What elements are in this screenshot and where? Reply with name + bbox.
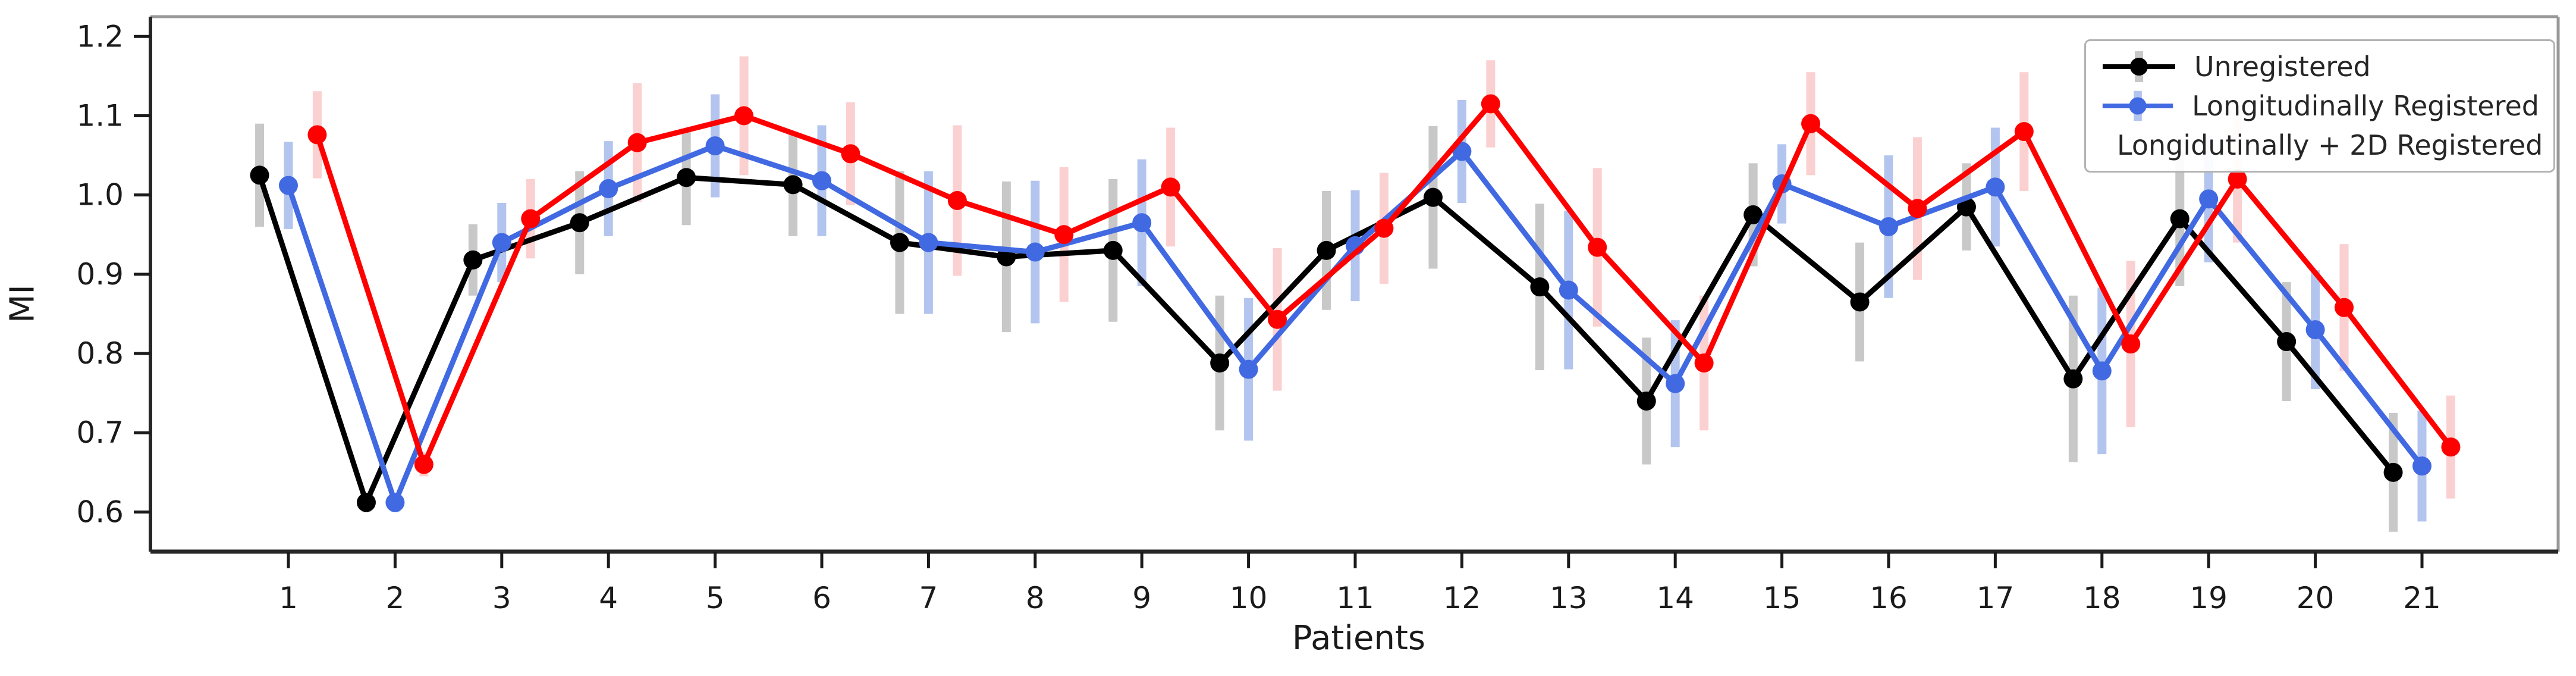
data-point xyxy=(1879,217,1898,236)
data-point xyxy=(570,213,589,233)
unregistered-line-marker-icon xyxy=(2103,51,2175,82)
y-tick-label: 1.2 xyxy=(76,19,124,54)
data-point xyxy=(919,233,938,252)
data-point xyxy=(947,190,967,210)
data-point xyxy=(2441,437,2461,457)
x-tick-label: 6 xyxy=(812,581,831,615)
legend-label: Longitudinally Registered xyxy=(2192,90,2539,122)
x-tick-label: 14 xyxy=(1656,581,1694,615)
data-point xyxy=(890,233,909,252)
x-tick-label: 17 xyxy=(1977,581,2015,615)
data-point xyxy=(1986,177,2005,197)
x-tick-label: 7 xyxy=(919,581,938,615)
data-point xyxy=(414,455,433,474)
data-point xyxy=(2228,170,2247,189)
data-point xyxy=(627,133,647,152)
x-tick-label: 5 xyxy=(706,581,725,615)
x-tick-label: 10 xyxy=(1230,581,1268,615)
longitudinally-registered-line-marker-icon xyxy=(2102,90,2173,121)
data-point xyxy=(1801,114,1821,133)
data-point xyxy=(1025,242,1045,262)
x-tick-label: 1 xyxy=(279,581,298,615)
y-tick-label: 0.9 xyxy=(76,257,124,292)
data-point xyxy=(812,171,831,190)
data-point xyxy=(1210,353,1230,373)
data-point xyxy=(1481,94,1500,114)
x-tick-label: 20 xyxy=(2297,581,2335,615)
data-point xyxy=(1132,213,1152,233)
y-axis-label: MI xyxy=(3,284,42,323)
data-point xyxy=(1743,205,1763,224)
data-point xyxy=(279,176,298,195)
data-point xyxy=(2063,369,2083,389)
data-point xyxy=(385,493,405,512)
data-point xyxy=(1636,391,1656,411)
data-point xyxy=(2170,209,2189,229)
data-point xyxy=(1317,240,1336,260)
data-point xyxy=(307,125,327,145)
data-point xyxy=(677,168,696,187)
data-point xyxy=(1268,309,1287,329)
data-point xyxy=(1908,199,1927,218)
data-point xyxy=(1161,177,1180,197)
data-point xyxy=(2383,462,2403,482)
data-point xyxy=(841,144,860,164)
data-point xyxy=(783,175,803,195)
data-point xyxy=(1559,280,1578,300)
x-tick-label: 8 xyxy=(1026,581,1045,615)
data-point xyxy=(2335,298,2354,317)
legend-item-longitudinally-registered: Longitudinally Registered xyxy=(2100,87,2539,124)
y-tick-label: 0.7 xyxy=(76,415,124,450)
data-point xyxy=(1850,292,1870,312)
legend: Unregistered Longitudinally Registered L… xyxy=(2084,39,2555,173)
data-point xyxy=(2199,189,2219,209)
data-point xyxy=(2412,456,2432,476)
data-point xyxy=(1666,374,1685,393)
x-tick-label: 19 xyxy=(2189,581,2228,615)
x-axis-label: Patients xyxy=(1292,619,1426,658)
data-point xyxy=(463,250,483,270)
data-point xyxy=(1588,237,1607,257)
data-point xyxy=(599,179,618,199)
data-point xyxy=(250,165,269,185)
data-point xyxy=(2092,361,2112,381)
data-point xyxy=(705,136,725,156)
y-tick-label: 1.1 xyxy=(76,98,124,133)
data-point xyxy=(2121,334,2141,354)
y-tick-label: 1.0 xyxy=(76,178,124,212)
x-tick-label: 2 xyxy=(385,581,404,615)
legend-label: Unregistered xyxy=(2194,51,2371,83)
y-tick-label: 0.6 xyxy=(76,495,124,529)
x-tick-label: 9 xyxy=(1132,581,1151,615)
x-tick-label: 15 xyxy=(1763,581,1801,615)
data-point xyxy=(2305,320,2325,340)
legend-label: Longidutinally + 2D Registered xyxy=(2117,129,2543,161)
x-tick-label: 3 xyxy=(492,581,511,615)
x-tick-label: 12 xyxy=(1443,581,1481,615)
data-point xyxy=(1239,359,1258,379)
data-point xyxy=(734,106,754,126)
legend-item-longidutinally-2d-registered: Longidutinally + 2D Registered xyxy=(2100,127,2543,164)
data-point xyxy=(1103,240,1123,260)
legend-item-unregistered: Unregistered xyxy=(2100,48,2539,85)
x-tick-label: 13 xyxy=(1550,581,1588,615)
data-point xyxy=(1054,225,1074,245)
y-tick-label: 0.8 xyxy=(76,336,124,371)
data-point xyxy=(2277,332,2297,352)
data-point xyxy=(356,493,376,512)
x-tick-label: 21 xyxy=(2403,581,2441,615)
data-point xyxy=(492,233,511,252)
data-point xyxy=(1694,353,1714,373)
data-point xyxy=(1374,218,1394,238)
data-point xyxy=(521,209,541,229)
x-tick-label: 16 xyxy=(1870,581,1908,615)
x-tick-label: 18 xyxy=(2083,581,2121,615)
data-point xyxy=(2014,122,2034,142)
data-point xyxy=(1423,187,1443,207)
x-tick-label: 11 xyxy=(1336,581,1374,615)
data-point xyxy=(1530,277,1550,297)
x-tick-label: 4 xyxy=(599,581,618,615)
